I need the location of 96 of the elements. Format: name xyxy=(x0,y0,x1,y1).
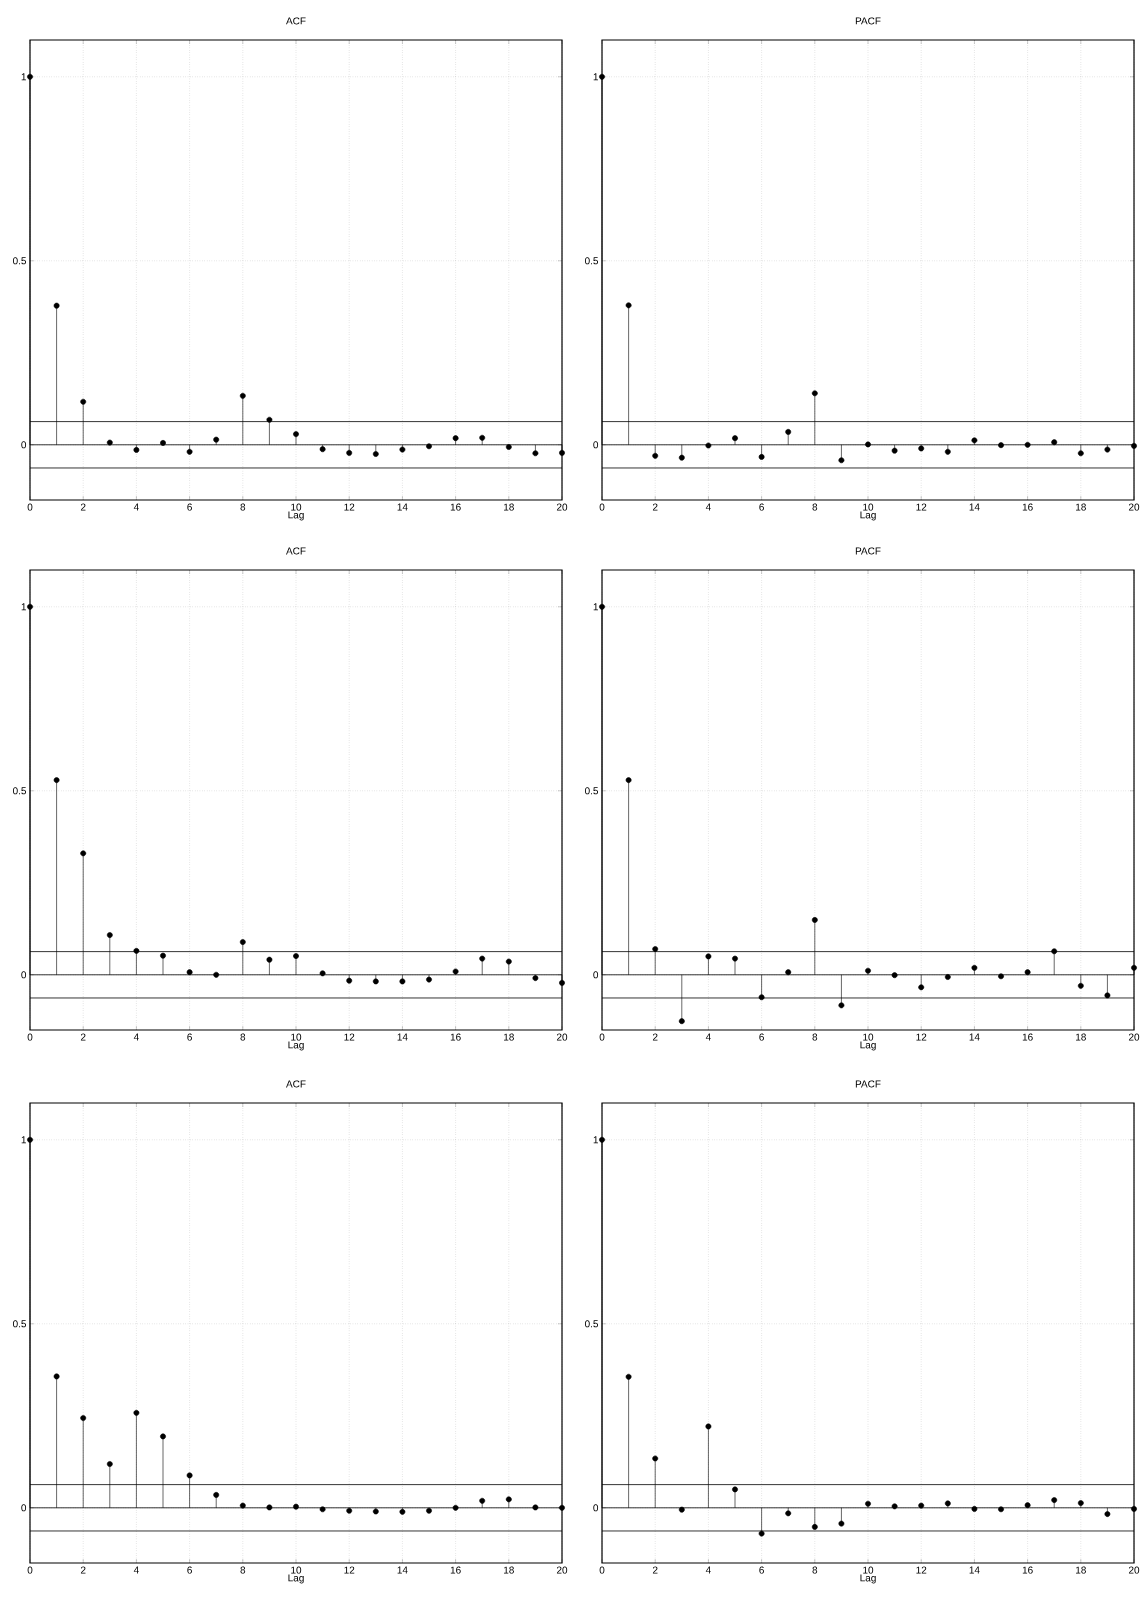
y-tick-label: 1 xyxy=(593,1136,598,1144)
x-tick-label: 20 xyxy=(556,503,568,511)
x-tick-label: 2 xyxy=(80,503,86,511)
x-tick-label: 12 xyxy=(916,1566,927,1574)
x-axis-title: Lag xyxy=(288,511,304,521)
y-tick-label: 0.5 xyxy=(584,787,599,795)
x-tick-label: 2 xyxy=(80,1566,86,1574)
y-tick-label: 0 xyxy=(593,1504,599,1512)
x-tick-label: 0 xyxy=(27,1033,33,1041)
x-axis-title: Lag xyxy=(860,1041,876,1051)
x-tick-label: 20 xyxy=(1128,1033,1140,1041)
x-tick-label: 10 xyxy=(291,1566,302,1574)
x-tick-label: 10 xyxy=(291,1033,302,1041)
x-tick-label: 4 xyxy=(705,503,711,511)
x-tick-label: 2 xyxy=(652,503,658,511)
x-tick-label: 14 xyxy=(397,503,408,511)
y-tick-label: 0 xyxy=(593,441,599,449)
chart-title: ACF xyxy=(286,17,306,25)
x-tick-label: 12 xyxy=(916,1033,927,1041)
x-axis-title: Lag xyxy=(860,511,876,521)
x-tick-label: 8 xyxy=(812,1033,818,1041)
x-tick-label: 16 xyxy=(450,1033,461,1041)
x-tick-label: 16 xyxy=(450,1566,461,1574)
y-tick-label: 0 xyxy=(593,971,599,979)
x-axis-title: Lag xyxy=(288,1574,304,1584)
chart-title: PACF xyxy=(855,547,881,555)
x-tick-label: 8 xyxy=(240,1033,246,1041)
x-tick-label: 20 xyxy=(556,1033,568,1041)
x-tick-label: 18 xyxy=(504,1566,514,1574)
x-tick-label: 20 xyxy=(1128,503,1140,511)
y-tick-label: 1 xyxy=(21,73,26,81)
x-tick-label: 6 xyxy=(187,1566,192,1574)
x-tick-label: 6 xyxy=(187,503,192,511)
y-tick-label: 0.5 xyxy=(584,1320,599,1328)
y-tick-label: 0.5 xyxy=(12,257,27,265)
x-tick-label: 0 xyxy=(599,1033,605,1041)
x-tick-label: 18 xyxy=(1076,503,1086,511)
x-tick-label: 14 xyxy=(397,1566,408,1574)
chart-title: ACF xyxy=(286,1080,306,1088)
x-tick-label: 10 xyxy=(863,503,874,511)
x-tick-label: 20 xyxy=(556,1566,568,1574)
y-tick-label: 1 xyxy=(593,73,598,81)
x-tick-label: 4 xyxy=(133,1033,139,1041)
x-tick-label: 0 xyxy=(27,503,33,511)
x-tick-label: 6 xyxy=(759,1566,764,1574)
x-tick-label: 12 xyxy=(344,1033,355,1041)
x-tick-label: 12 xyxy=(344,503,355,511)
y-tick-label: 1 xyxy=(593,603,598,611)
y-tick-label: 0.5 xyxy=(12,787,27,795)
chart-title: PACF xyxy=(855,1080,881,1088)
x-tick-label: 18 xyxy=(1076,1033,1086,1041)
x-tick-label: 6 xyxy=(759,503,764,511)
x-tick-label: 18 xyxy=(1076,1566,1086,1574)
x-tick-label: 14 xyxy=(969,1566,980,1574)
x-tick-label: 14 xyxy=(969,503,980,511)
y-tick-label: 0.5 xyxy=(584,257,599,265)
x-tick-label: 18 xyxy=(504,1033,514,1041)
y-tick-label: 0 xyxy=(21,971,27,979)
x-tick-label: 10 xyxy=(863,1566,874,1574)
y-tick-label: 1 xyxy=(21,1136,26,1144)
y-tick-label: 0 xyxy=(21,441,27,449)
x-tick-label: 4 xyxy=(133,503,139,511)
x-tick-label: 14 xyxy=(969,1033,980,1041)
x-tick-label: 4 xyxy=(705,1566,711,1574)
x-tick-label: 2 xyxy=(652,1033,658,1041)
x-tick-label: 4 xyxy=(133,1566,139,1574)
x-tick-label: 0 xyxy=(599,503,605,511)
x-tick-label: 2 xyxy=(652,1566,658,1574)
x-tick-label: 10 xyxy=(291,503,302,511)
x-tick-label: 0 xyxy=(27,1566,33,1574)
x-tick-label: 4 xyxy=(705,1033,711,1041)
x-tick-label: 18 xyxy=(504,503,514,511)
y-tick-label: 0.5 xyxy=(12,1320,27,1328)
x-tick-label: 8 xyxy=(812,503,818,511)
x-tick-label: 6 xyxy=(759,1033,764,1041)
x-tick-label: 8 xyxy=(240,1566,246,1574)
x-tick-label: 12 xyxy=(916,503,927,511)
x-tick-label: 16 xyxy=(1022,1033,1033,1041)
x-axis-title: Lag xyxy=(288,1041,304,1051)
x-tick-label: 0 xyxy=(599,1566,605,1574)
x-tick-label: 12 xyxy=(344,1566,355,1574)
x-tick-label: 16 xyxy=(1022,503,1033,511)
x-tick-label: 20 xyxy=(1128,1566,1140,1574)
x-tick-label: 8 xyxy=(240,503,246,511)
x-tick-label: 8 xyxy=(812,1566,818,1574)
y-tick-label: 1 xyxy=(21,603,26,611)
x-tick-label: 16 xyxy=(1022,1566,1033,1574)
x-tick-label: 2 xyxy=(80,1033,86,1041)
x-axis-title: Lag xyxy=(860,1574,876,1584)
chart-title: ACF xyxy=(286,547,306,555)
y-tick-label: 0 xyxy=(21,1504,27,1512)
x-tick-label: 14 xyxy=(397,1033,408,1041)
chart-title: PACF xyxy=(855,17,881,25)
x-tick-label: 10 xyxy=(863,1033,874,1041)
x-tick-label: 16 xyxy=(450,503,461,511)
x-tick-label: 6 xyxy=(187,1033,192,1041)
